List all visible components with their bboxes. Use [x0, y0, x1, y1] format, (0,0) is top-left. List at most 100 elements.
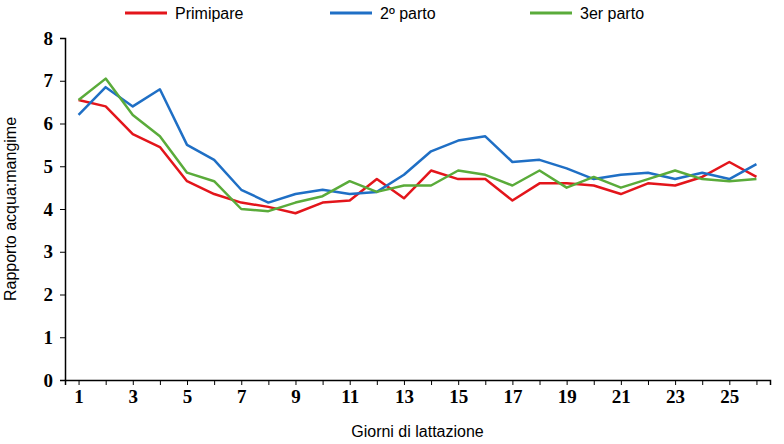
- x-tick-mark: [79, 380, 80, 385]
- y-tick-mark: [60, 166, 65, 167]
- x-tick-mark: [756, 380, 757, 385]
- x-axis-line: [66, 381, 771, 386]
- y-tick-label: 1: [44, 327, 54, 348]
- y-tick: 4: [44, 199, 66, 220]
- x-tick-mark: [567, 380, 568, 385]
- y-tick-label: 4: [44, 199, 54, 220]
- x-tick: [323, 380, 324, 385]
- x-tick-mark: [729, 380, 730, 385]
- x-tick-mark: [214, 380, 215, 385]
- x-tick-label: 21: [612, 386, 631, 407]
- y-tick-mark: [60, 38, 65, 39]
- x-tick: 23: [666, 380, 685, 407]
- x-tick: 21: [612, 380, 631, 407]
- x-tick-mark: [187, 380, 188, 385]
- x-tick-mark: [268, 380, 269, 385]
- x-tick-label: 25: [720, 386, 739, 407]
- x-tick-mark: [295, 380, 296, 385]
- legend-swatch: [330, 12, 372, 15]
- x-tick: 5: [183, 380, 193, 407]
- x-tick-label: 7: [237, 386, 247, 407]
- x-tick-mark: [241, 380, 242, 385]
- y-tick-label: 2: [44, 284, 54, 305]
- y-tick-label: 8: [44, 28, 54, 49]
- x-tick: 9: [291, 380, 301, 407]
- x-tick-mark: [540, 380, 541, 385]
- x-tick-mark: [485, 380, 486, 385]
- y-tick-mark: [60, 380, 65, 381]
- y-tick-mark: [60, 81, 65, 82]
- x-tick: [431, 380, 432, 385]
- y-axis-title: Rapporto acqua:mangime: [2, 117, 19, 301]
- legend-label: Primipare: [175, 5, 244, 22]
- x-tick-mark: [702, 380, 703, 385]
- x-tick-label: 23: [666, 386, 685, 407]
- x-tick: [594, 380, 595, 385]
- x-tick-label: 3: [129, 386, 139, 407]
- y-tick: 5: [44, 156, 66, 177]
- x-tick: 7: [237, 380, 247, 407]
- x-axis-title: Giorni di lattazione: [351, 423, 484, 440]
- x-tick-mark: [160, 380, 161, 385]
- series-line: [79, 100, 757, 213]
- x-tick-label: 19: [558, 386, 577, 407]
- x-tick-label: 9: [291, 386, 301, 407]
- x-tick-mark: [404, 380, 405, 385]
- y-tick: 2: [44, 284, 66, 305]
- x-tick-mark: [648, 380, 649, 385]
- legend-swatch: [125, 12, 167, 15]
- y-tick-label: 0: [44, 370, 54, 391]
- x-tick: 13: [395, 380, 414, 407]
- y-tick-mark: [60, 337, 65, 338]
- x-tick-label: 11: [341, 386, 359, 407]
- y-tick-label: 7: [44, 70, 54, 91]
- y-tick-mark: [60, 124, 65, 125]
- series-line: [79, 79, 757, 212]
- x-tick: [268, 380, 269, 385]
- x-tick-mark: [594, 380, 595, 385]
- y-tick-label: 3: [44, 241, 54, 262]
- x-tick-mark: [431, 380, 432, 385]
- x-tick-label: 1: [74, 386, 84, 407]
- x-tick: [540, 380, 541, 385]
- x-tick-label: 13: [395, 386, 414, 407]
- y-tick-mark: [60, 209, 65, 210]
- x-tick-mark: [323, 380, 324, 385]
- y-tick: 3: [44, 241, 66, 262]
- y-tick: 8: [44, 28, 66, 49]
- legend-label: 3er parto: [580, 5, 644, 22]
- x-tick-mark: [106, 380, 107, 385]
- x-axis: 135791113151719212325: [66, 380, 771, 407]
- x-tick: [702, 380, 703, 385]
- y-tick: 0: [44, 370, 66, 391]
- x-tick: [106, 380, 107, 385]
- legend: Primipare2º parto3er parto: [125, 5, 644, 22]
- x-tick: [160, 380, 161, 385]
- x-tick: 17: [503, 380, 523, 407]
- y-tick-label: 6: [44, 113, 54, 134]
- y-axis: 0 1 2 3 4 5 6 7 8: [44, 28, 66, 391]
- x-tick-mark: [458, 380, 459, 385]
- y-tick-label: 5: [44, 156, 54, 177]
- x-tick: [485, 380, 486, 385]
- y-tick-mark: [60, 295, 65, 296]
- legend-swatch: [530, 12, 572, 15]
- y-tick: 7: [44, 70, 66, 91]
- x-tick: [756, 380, 757, 385]
- x-tick-label: 5: [183, 386, 193, 407]
- x-tick: 1: [74, 380, 84, 407]
- x-tick: 19: [558, 380, 577, 407]
- y-tick: 6: [44, 113, 66, 134]
- x-tick-mark: [133, 380, 134, 385]
- x-tick-mark: [377, 380, 378, 385]
- x-tick-mark: [350, 380, 351, 385]
- x-tick-mark: [675, 380, 676, 385]
- y-tick-mark: [60, 252, 65, 253]
- y-axis-line: [60, 39, 66, 381]
- y-tick: 1: [44, 327, 66, 348]
- x-tick: 11: [341, 380, 359, 407]
- x-tick-label: 17: [503, 386, 523, 407]
- x-tick: 3: [129, 380, 139, 407]
- x-tick-label: 15: [449, 386, 468, 407]
- plot-area: [79, 79, 757, 214]
